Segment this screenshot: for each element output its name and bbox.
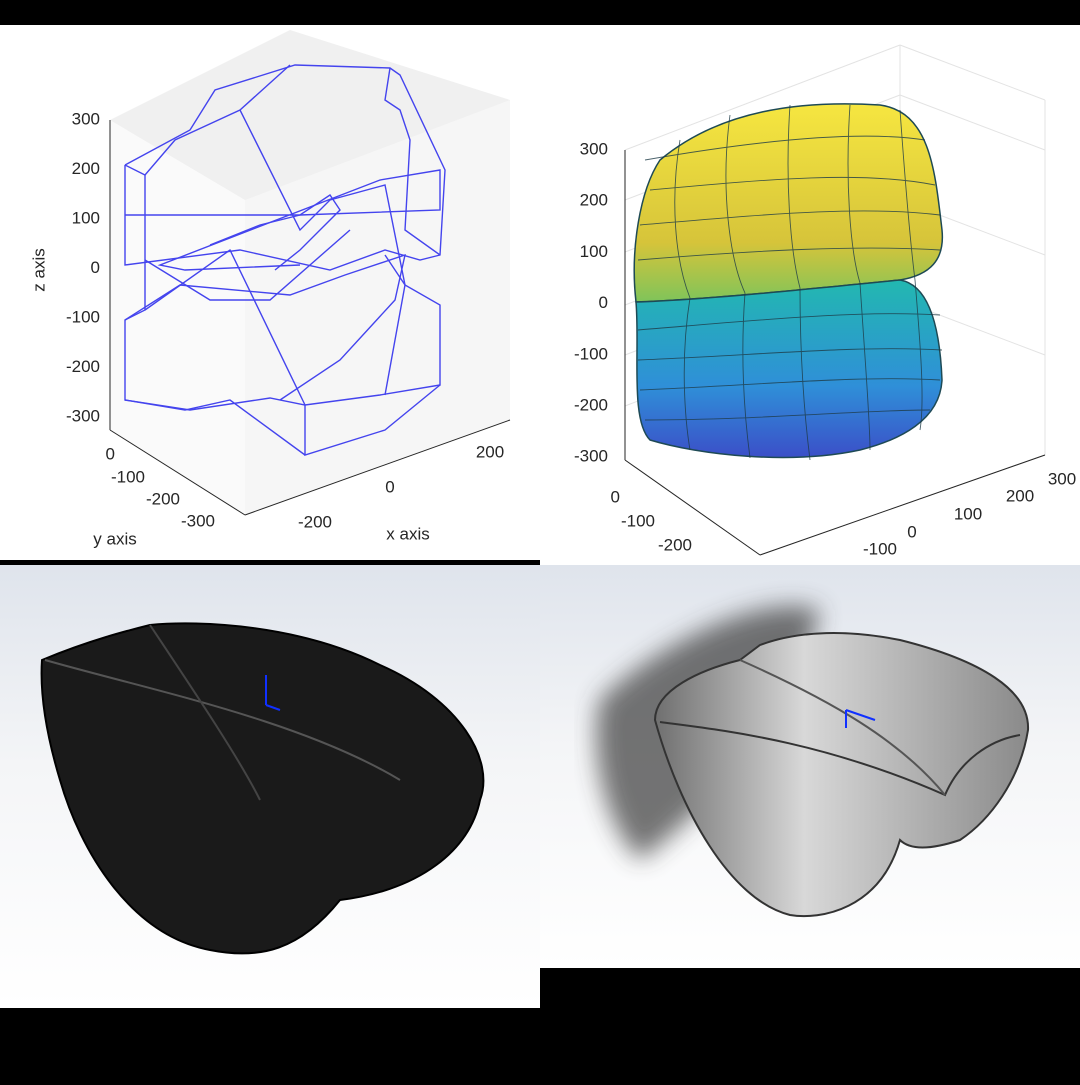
axis-lines — [624, 150, 1046, 556]
tick-label: -100 — [66, 307, 100, 326]
surface-mesh — [637, 104, 943, 461]
cad-edge — [659, 721, 1021, 797]
axis-lines — [109, 120, 511, 516]
tick-label: 0 — [385, 477, 394, 496]
axis-title: x axis — [386, 524, 429, 543]
tick-label: 0 — [106, 444, 115, 463]
tick-label: -100 — [574, 344, 608, 363]
mesh-edge — [44, 659, 401, 781]
tick-label: 100 — [580, 242, 608, 261]
tick-label: -200 — [658, 535, 692, 554]
tick-label: -100 — [111, 467, 145, 486]
mesh-edge — [149, 624, 261, 801]
axis-title: y axis — [93, 529, 136, 548]
tick-label: 0 — [907, 522, 916, 541]
cad-edge — [739, 659, 946, 796]
axes-box — [110, 120, 245, 515]
tick-label: 100 — [954, 504, 982, 523]
tick-label: -100 — [621, 511, 655, 530]
wireframe — [124, 64, 446, 456]
tick-label: -200 — [146, 489, 180, 508]
tick-label: 200 — [1006, 486, 1034, 505]
tick-label: -200 — [574, 395, 608, 414]
tick-label: 300 — [580, 139, 608, 158]
tick-label: -100 — [863, 539, 897, 558]
meshed-model — [40, 622, 485, 955]
tick-label: 300 — [72, 109, 100, 128]
tick-label: -200 — [66, 357, 100, 376]
tick-label: -300 — [181, 511, 215, 530]
tick-label: 100 — [72, 208, 100, 227]
tick-label: -300 — [66, 406, 100, 425]
tick-label: 200 — [476, 442, 504, 461]
tick-label: 200 — [72, 159, 100, 178]
tick-label: 0 — [599, 293, 608, 312]
axis-triad — [265, 675, 281, 711]
cad-model — [653, 632, 1030, 918]
tick-label: 200 — [580, 191, 608, 210]
tick-label: -300 — [574, 447, 608, 466]
tick-label: 0 — [91, 258, 100, 277]
tick-label: 300 — [1048, 469, 1076, 488]
axis-title: z axis — [29, 248, 48, 291]
axis-triad — [845, 709, 876, 728]
surface-lower — [635, 279, 943, 459]
tick-label: -200 — [298, 512, 332, 531]
axes-box — [245, 100, 510, 515]
tick-label: 0 — [611, 487, 620, 506]
